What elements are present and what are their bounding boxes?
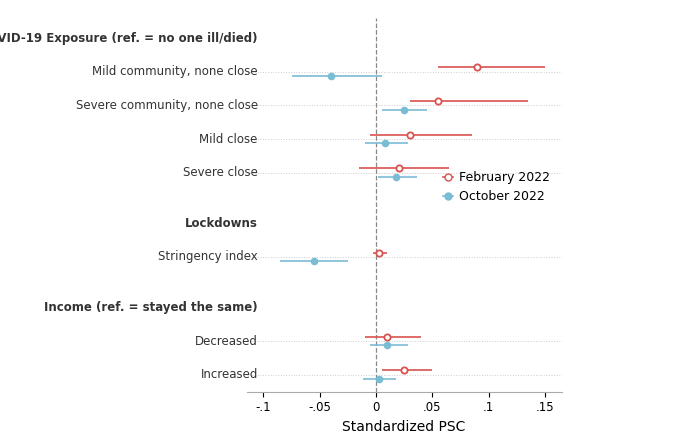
Text: Increased: Increased	[201, 368, 258, 381]
Text: Lockdowns: Lockdowns	[185, 217, 258, 230]
Text: Mild community, none close: Mild community, none close	[92, 65, 258, 78]
Text: Mild close: Mild close	[199, 133, 258, 146]
Legend: February 2022, October 2022: February 2022, October 2022	[438, 166, 556, 208]
Text: Decreased: Decreased	[195, 335, 258, 348]
X-axis label: Standardized PSC: Standardized PSC	[342, 420, 466, 434]
Text: Income (ref. = stayed the same): Income (ref. = stayed the same)	[45, 301, 258, 314]
Text: COVID-19 Exposure (ref. = no one ill/died): COVID-19 Exposure (ref. = no one ill/die…	[0, 32, 258, 44]
Text: Stringency index: Stringency index	[158, 251, 258, 263]
Text: Severe close: Severe close	[183, 166, 258, 179]
Text: Severe community, none close: Severe community, none close	[76, 99, 258, 112]
